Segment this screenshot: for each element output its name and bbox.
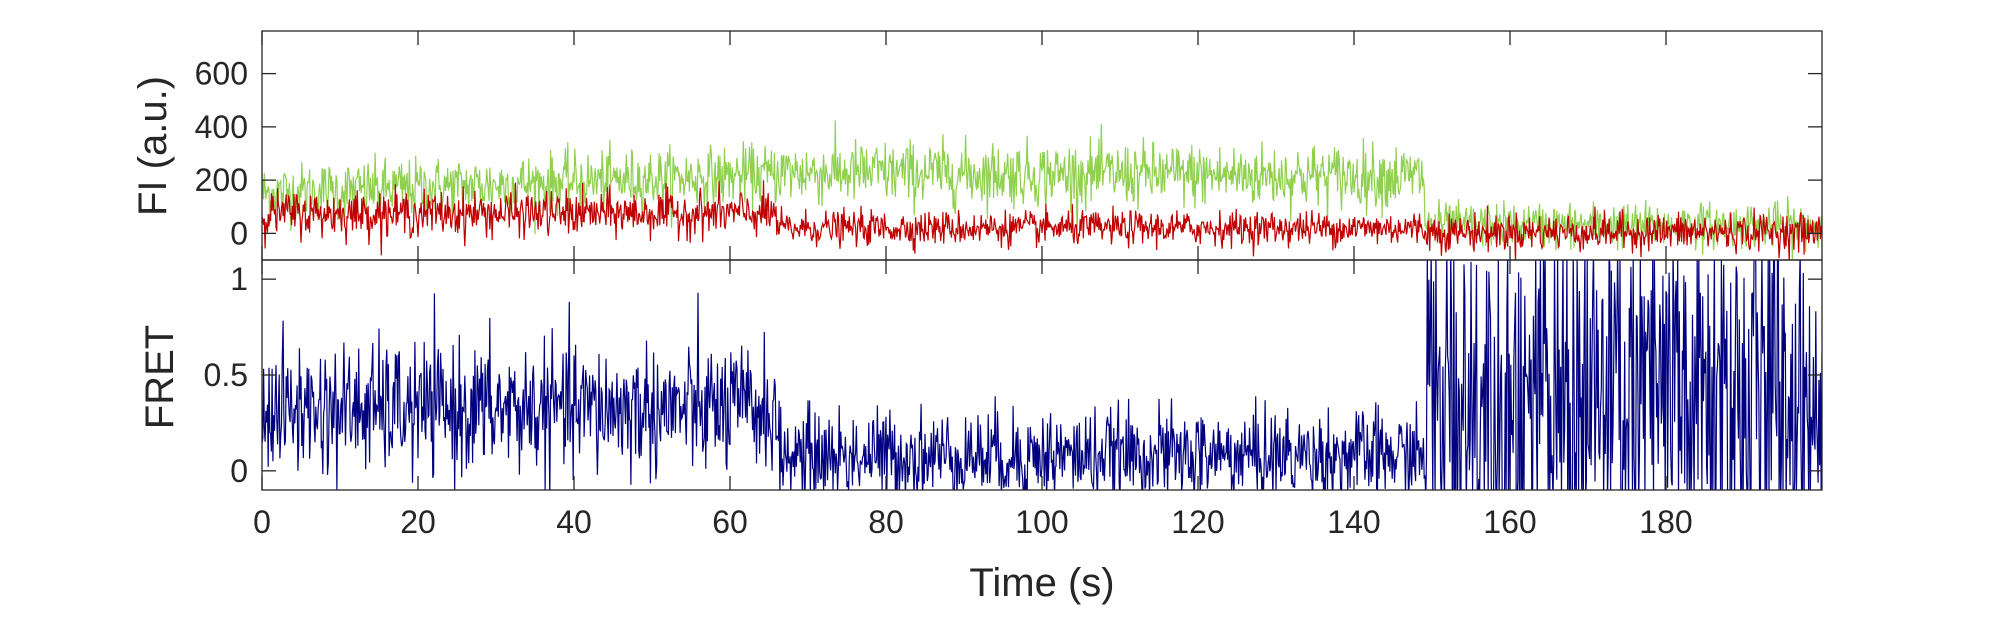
fluorescence-panel: 0 200 400 600 FI (a.u.)	[131, 30, 1823, 261]
fret-ytick-label: 1	[230, 261, 248, 297]
time-xtick-label: 120	[1171, 504, 1224, 540]
time-x-axis-label: Time (s)	[969, 561, 1114, 605]
fluorescence-y-axis-label: FI (a.u.)	[131, 76, 175, 216]
time-xtick-label: 0	[253, 504, 271, 540]
fluorescence-ytick-label: 200	[195, 162, 248, 198]
time-xtick-label: 140	[1327, 504, 1380, 540]
time-xtick-label: 160	[1483, 504, 1536, 540]
fluorescence-ytick-label: 400	[195, 109, 248, 145]
time-xtick-label: 100	[1015, 504, 1068, 540]
fret-panel: 0 0.5 1 0 20 40 60 80 100 120 140 160 180 FRET Time…	[138, 31, 1823, 605]
acceptor-intensity-line	[262, 120, 1822, 259]
time-xtick-label: 80	[868, 504, 904, 540]
time-xtick-label: 20	[400, 504, 436, 540]
fluorescence-ytick-label: 0	[230, 215, 248, 251]
fret-efficiency-line	[262, 260, 1822, 490]
time-xtick-label: 40	[556, 504, 592, 540]
fret-ytick-label: 0	[230, 453, 248, 489]
time-xtick-label: 60	[712, 504, 748, 540]
time-xtick-label: 180	[1639, 504, 1692, 540]
donor-intensity-line	[262, 180, 1822, 260]
fluorescence-ytick-label: 600	[195, 56, 248, 92]
fret-y-axis-label: FRET	[138, 325, 182, 429]
fret-ytick-label: 0.5	[204, 357, 248, 393]
